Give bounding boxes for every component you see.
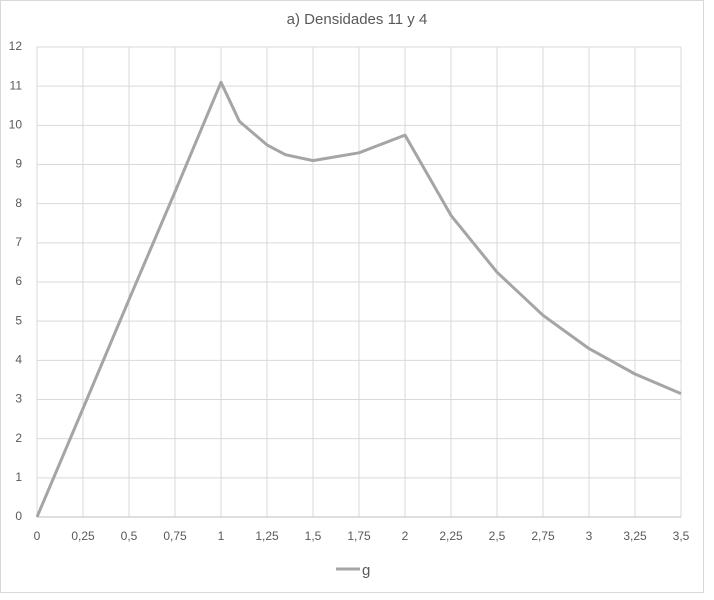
chart-title: a) Densidades 11 y 4 — [287, 11, 428, 28]
x-tick-label: 0,25 — [71, 529, 95, 543]
y-tick-label: 9 — [15, 157, 22, 171]
x-tick-label: 0,5 — [121, 529, 138, 543]
chart-border — [0, 0, 704, 593]
y-tick-label: 0 — [15, 509, 22, 523]
x-tick-label: 3 — [586, 529, 593, 543]
y-tick-label: 7 — [15, 235, 22, 249]
y-tick-label: 5 — [15, 313, 22, 327]
y-tick-label: 12 — [9, 39, 23, 53]
y-tick-label: 2 — [15, 431, 22, 445]
x-tick-label: 2,5 — [489, 529, 506, 543]
series-line — [35, 80, 682, 518]
y-tick-label: 4 — [15, 353, 22, 367]
x-tick-label: 3,5 — [673, 529, 690, 543]
y-tick-label: 1 — [15, 470, 22, 484]
y-tick-label: 11 — [10, 78, 23, 92]
x-tick-label: 2,75 — [531, 529, 555, 543]
y-tick-label: 10 — [9, 118, 23, 132]
x-tick-label: 1 — [218, 529, 225, 543]
x-tick-label: 0,75 — [163, 529, 187, 543]
x-tick-label: 0 — [34, 529, 41, 543]
x-tick-label: 2,25 — [439, 529, 463, 543]
y-tick-label: 3 — [15, 392, 22, 406]
x-tick-label: 3,25 — [623, 529, 647, 543]
x-tick-label: 1,75 — [347, 529, 371, 543]
x-tick-label: 1,5 — [305, 529, 322, 543]
legend-text: g — [362, 562, 370, 579]
x-tick-label: 1,25 — [255, 529, 279, 543]
x-tick-label: 2 — [402, 529, 409, 543]
y-tick-label: 6 — [15, 274, 22, 288]
y-tick-label: 8 — [15, 196, 22, 210]
